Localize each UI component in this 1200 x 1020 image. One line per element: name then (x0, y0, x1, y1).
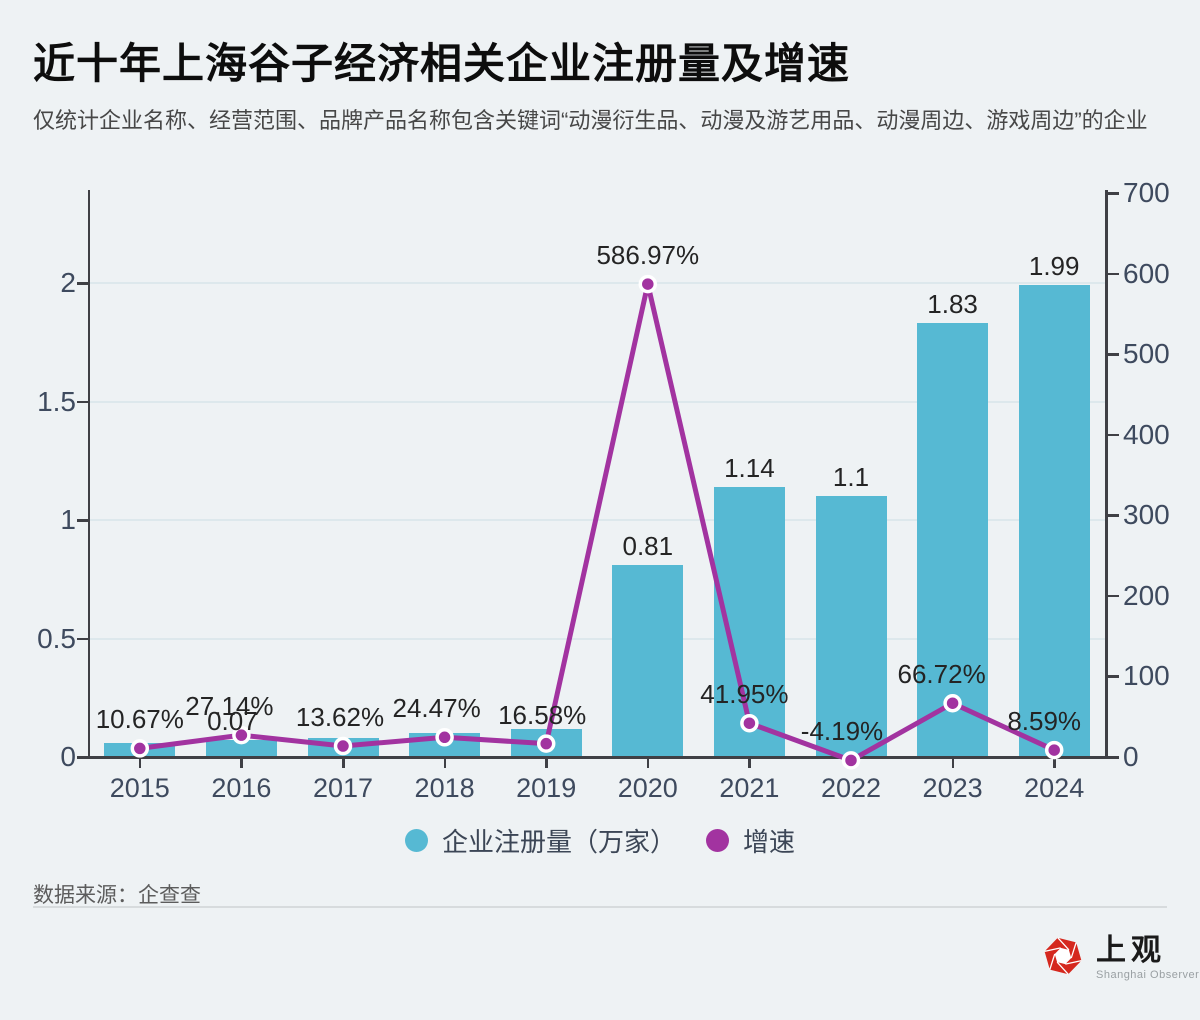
y-axis-right-tick-label: 700 (1123, 177, 1170, 208)
y-axis-right-tick (1107, 514, 1119, 517)
x-axis-tick-label: 2022 (820, 773, 882, 803)
legend: 企业注册量（万家） 增速 (0, 822, 1200, 859)
x-axis-tick-label: 2020 (617, 773, 678, 803)
y-axis-right-tick-label: 200 (1123, 579, 1170, 611)
y-axis-right-tick-label: 300 (1123, 499, 1170, 531)
x-axis-tick (1053, 758, 1056, 768)
y-axis-left-tick-label: 1.5 (37, 385, 76, 417)
bar-value-label: 1.83 (927, 289, 978, 320)
growth-value-label: -4.19% (800, 716, 884, 747)
legend-label-registrations: 企业注册量（万家） (441, 827, 676, 857)
x-axis-tick (951, 758, 955, 768)
page-title: 近十年上海谷子经济相关企业注册量及增速 (33, 40, 851, 87)
growth-value-label: 586.97% (596, 240, 700, 271)
y-axis-left (87, 190, 90, 758)
y-axis-left-tick (77, 282, 88, 285)
y-axis-right (1105, 190, 1108, 758)
y-axis-right-tick (1107, 192, 1119, 195)
y-axis-right-tick (1107, 433, 1119, 437)
x-axis-tick-label: 2023 (922, 773, 983, 803)
growth-value-label: 10.67% (95, 704, 184, 735)
footer-divider (33, 906, 1167, 908)
growth-value-label: 41.95% (700, 679, 789, 710)
legend-label-growth: 增速 (743, 827, 796, 857)
y-axis-right-tick-label: 600 (1123, 257, 1170, 289)
x-axis-tick-label: 2018 (414, 773, 475, 803)
bar-value-label: 1.1 (832, 462, 870, 493)
x-axis-tick-label: 2019 (516, 773, 577, 803)
growth-value-label: 27.14% (185, 691, 274, 722)
logo-text-block: 上观 Shanghai Observer (1096, 934, 1200, 982)
line-series-swatch-icon (706, 829, 729, 852)
growth-value-label: 8.59% (1007, 706, 1082, 737)
y-axis-left-tick-label: 2 (60, 267, 76, 298)
bar-value-label: 1.99 (1028, 251, 1080, 282)
x-axis-tick (646, 758, 650, 768)
growth-value-label: 24.47% (392, 693, 481, 724)
logo-name: 上观 (1096, 934, 1166, 967)
x-axis-tick-label: 2021 (719, 773, 780, 803)
x-axis-tick (342, 758, 345, 768)
x-axis-tick (545, 758, 548, 768)
y-axis-right-tick-label: 0 (1123, 741, 1139, 772)
legend-item-growth: 增速 (706, 822, 795, 859)
data-source-note: 数据来源：企查查 (33, 884, 201, 907)
x-axis-tick-label: 2015 (109, 773, 170, 803)
bar (307, 738, 379, 757)
y-axis-left-tick-label: 0.5 (37, 622, 76, 654)
bar (1018, 285, 1090, 757)
x-axis-tick (240, 758, 243, 768)
y-axis-left-tick (77, 519, 88, 522)
y-axis-left-tick-label: 1 (60, 504, 76, 535)
bar (510, 728, 582, 757)
growth-value-label: 16.58% (498, 699, 587, 730)
bar-value-label: 1.14 (724, 452, 775, 483)
x-axis-tick-label: 2024 (1024, 773, 1085, 803)
shanghai-observer-logo: 上观 Shanghai Observer (1043, 935, 1199, 981)
x-axis-tick (443, 758, 447, 768)
y-axis-left-tick (77, 756, 88, 759)
y-axis-left-tick-label: 0 (60, 741, 76, 772)
x-axis-tick (138, 758, 142, 768)
y-axis-right-tick (1107, 675, 1119, 678)
bar-value-label: 0.07 (207, 706, 258, 737)
bar (612, 565, 684, 757)
gridline (89, 282, 1105, 284)
y-axis-right-tick (1107, 756, 1119, 759)
y-axis-left-tick (77, 637, 88, 640)
growth-value-label: 13.62% (295, 702, 385, 733)
x-axis-tick (748, 758, 751, 768)
bar (409, 733, 481, 757)
x-axis-tick-label: 2016 (211, 773, 272, 803)
bar-value-label: 0.81 (622, 531, 674, 562)
y-axis-left-tick (77, 400, 88, 403)
red-hexagon-aperture-icon (1044, 937, 1082, 975)
legend-item-registrations: 企业注册量（万家） (404, 822, 676, 859)
bar (205, 740, 277, 757)
y-axis-right-tick (1107, 594, 1119, 598)
bar (917, 323, 989, 757)
page-subtitle: 仅统计企业名称、经营范围、品牌产品名称包含关键词“动漫衍生品、动漫及游艺用品、动… (33, 108, 1148, 133)
x-axis-tick (850, 758, 853, 768)
logo-tagline: Shanghai Observer (1096, 969, 1200, 981)
bar-series-swatch-icon (404, 829, 428, 852)
x-axis-tick-label: 2017 (312, 773, 374, 803)
bar (104, 742, 176, 757)
y-axis-right-tick-label: 500 (1123, 338, 1170, 370)
growth-value-label: 66.72% (897, 659, 986, 690)
y-axis-right-tick-label: 100 (1123, 660, 1170, 692)
growth-dot (638, 274, 658, 294)
y-axis-right-tick (1107, 272, 1119, 276)
y-axis-right-tick (1107, 353, 1119, 356)
bar (713, 486, 785, 757)
y-axis-right-tick-label: 400 (1123, 418, 1170, 450)
